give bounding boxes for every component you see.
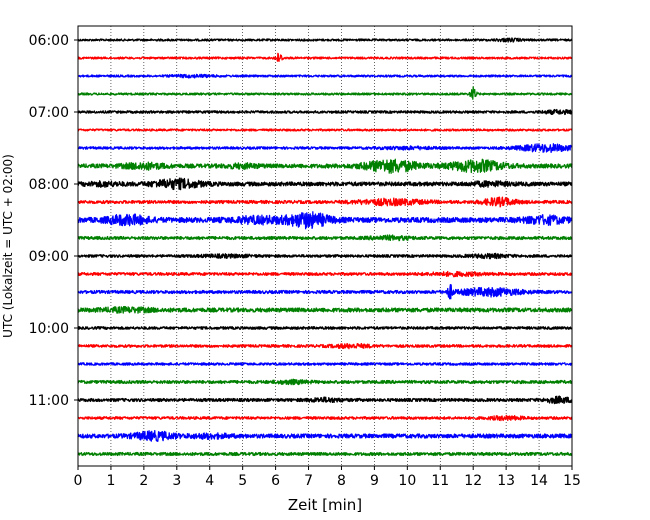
trace-1100: [77, 395, 573, 405]
trace-0645: [77, 86, 573, 100]
trace-lines: [77, 37, 573, 457]
x-tick-label: 7: [304, 473, 313, 489]
trace-1000: [77, 326, 573, 330]
trace-0745: [77, 158, 573, 174]
x-tick-label: 10: [398, 473, 416, 489]
trace-0600: [77, 37, 573, 43]
x-tick-label: 11: [431, 473, 449, 489]
x-tick-label: 13: [497, 473, 515, 489]
plot-frame: [77, 25, 573, 467]
x-axis: 0 1 2 3 4 5 6 7 8 9 10 11 12 13 14 15: [74, 466, 581, 489]
vertical-grid: [110, 26, 540, 466]
trace-0830: [77, 211, 573, 230]
y-tick-label: 08:00: [29, 177, 69, 193]
trace-0945: [77, 305, 573, 314]
y-axis: 06:00 07:00 08:00 09:00 10:00 11:00: [29, 33, 78, 409]
trace-0715: [77, 128, 573, 132]
x-tick-label: 3: [172, 473, 181, 489]
x-tick-label: 9: [370, 473, 379, 489]
trace-0615: [77, 52, 573, 62]
x-axis-label: Zeit [min]: [288, 496, 362, 514]
trace-0730: [77, 143, 573, 154]
trace-0630: [77, 73, 573, 79]
trace-0700: [77, 108, 573, 116]
y-tick-label: 11:00: [29, 393, 69, 409]
x-tick-label: 8: [337, 473, 346, 489]
trace-1145: [77, 451, 573, 457]
x-tick-label: 6: [271, 473, 280, 489]
x-tick-label: 5: [238, 473, 247, 489]
y-axis-label: UTC (Lokalzeit = UTC + 02:00): [1, 154, 15, 338]
trace-1030: [77, 362, 573, 366]
trace-0800: [77, 177, 573, 191]
x-tick-label: 4: [205, 473, 214, 489]
trace-0815: [77, 196, 573, 208]
trace-0845: [77, 234, 573, 242]
x-tick-label: 0: [74, 473, 83, 489]
trace-1115: [77, 414, 573, 422]
trace-0930: [77, 283, 573, 300]
x-tick-label: 12: [464, 473, 482, 489]
x-tick-label: 1: [106, 473, 115, 489]
trace-1130: [77, 430, 573, 442]
x-tick-label: 14: [530, 473, 548, 489]
trace-0915: [77, 270, 573, 278]
y-tick-label: 10:00: [29, 321, 69, 337]
x-tick-label: 15: [563, 473, 581, 489]
y-tick-label: 06:00: [29, 33, 69, 49]
trace-0900: [77, 252, 573, 260]
y-tick-label: 09:00: [29, 249, 69, 265]
x-tick-label: 2: [139, 473, 148, 489]
trace-1045: [77, 378, 573, 386]
y-tick-label: 07:00: [29, 105, 69, 121]
trace-1015: [77, 342, 573, 350]
